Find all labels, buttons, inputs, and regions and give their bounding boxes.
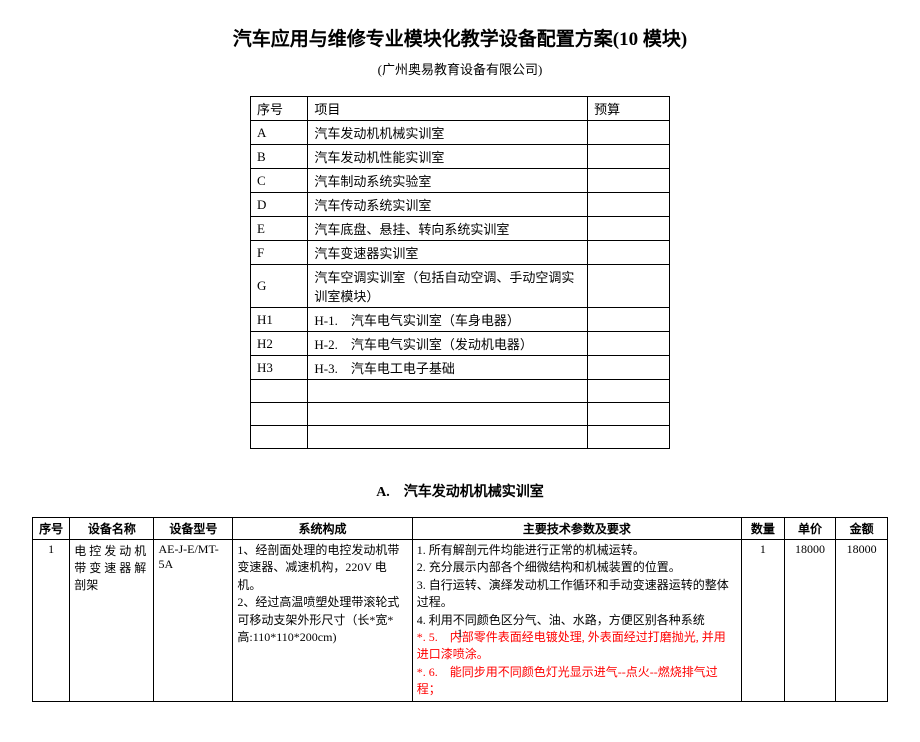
module-idx: F bbox=[251, 241, 308, 265]
detail-table: 序号 设备名称 设备型号 系统构成 主要技术参数及要求 数量 单价 金额 1 电… bbox=[32, 517, 888, 702]
module-budget bbox=[588, 193, 670, 217]
detail-header-model: 设备型号 bbox=[154, 518, 233, 540]
module-budget bbox=[588, 145, 670, 169]
module-project: 汽车发动机机械实训室 bbox=[308, 121, 588, 145]
module-row: B汽车发动机性能实训室 bbox=[251, 145, 670, 169]
module-idx: E bbox=[251, 217, 308, 241]
module-idx: C bbox=[251, 169, 308, 193]
detail-header-qty: 数量 bbox=[741, 518, 784, 540]
module-budget bbox=[588, 265, 670, 308]
module-row: F汽车变速器实训室 bbox=[251, 241, 670, 265]
modules-header-project: 项目 bbox=[308, 97, 588, 121]
module-budget bbox=[588, 217, 670, 241]
module-project: 汽车底盘、悬挂、转向系统实训室 bbox=[308, 217, 588, 241]
module-project: 汽车空调实训室（包括自动空调、手动空调实训室模块） bbox=[308, 265, 588, 308]
detail-header-name: 设备名称 bbox=[70, 518, 154, 540]
module-row: E汽车底盘、悬挂、转向系统实训室 bbox=[251, 217, 670, 241]
spec-line: *. 6. 能同步用不同颜色灯光显示进气--点火--燃烧排气过程； bbox=[417, 664, 737, 699]
detail-idx: 1 bbox=[33, 540, 70, 702]
module-budget bbox=[588, 241, 670, 265]
module-idx: A bbox=[251, 121, 308, 145]
module-idx: D bbox=[251, 193, 308, 217]
module-row: D汽车传动系统实训室 bbox=[251, 193, 670, 217]
module-row: H1H-1. 汽车电气实训室（车身电器） bbox=[251, 308, 670, 332]
module-row: H3H-3. 汽车电工电子基础 bbox=[251, 356, 670, 380]
module-project: 汽车变速器实训室 bbox=[308, 241, 588, 265]
page-title: 汽车应用与维修专业模块化教学设备配置方案(10 模块) bbox=[32, 24, 888, 51]
module-idx: G bbox=[251, 265, 308, 308]
module-row: H2H-2. 汽车电气实训室（发动机电器） bbox=[251, 332, 670, 356]
page-subtitle: (广州奥易教育设备有限公司) bbox=[32, 59, 888, 78]
module-project: H-2. 汽车电气实训室（发动机电器） bbox=[308, 332, 588, 356]
detail-price: 18000 bbox=[784, 540, 836, 702]
module-project: H-1. 汽车电气实训室（车身电器） bbox=[308, 308, 588, 332]
spec-line: 2. 充分展示内部各个细微结构和机械装置的位置。 bbox=[417, 559, 737, 576]
module-project: 汽车发动机性能实训室 bbox=[308, 145, 588, 169]
module-project: 汽车传动系统实训室 bbox=[308, 193, 588, 217]
detail-header-system: 系统构成 bbox=[233, 518, 412, 540]
module-budget bbox=[588, 308, 670, 332]
spec-line: 3. 自行运转、演绎发动机工作循环和手动变速器运转的整体过程。 bbox=[417, 577, 737, 612]
detail-row: 1 电 控 发 动 机带 变 速 器 解剖架 AE-J-E/MT-5A 1、经剖… bbox=[33, 540, 888, 702]
detail-spec: 1. 所有解剖元件均能进行正常的机械运转。2. 充分展示内部各个细微结构和机械装… bbox=[412, 540, 741, 702]
detail-header-amount: 金额 bbox=[836, 518, 888, 540]
module-budget bbox=[588, 356, 670, 380]
module-row: G汽车空调实训室（包括自动空调、手动空调实训室模块） bbox=[251, 265, 670, 308]
modules-table: 序号 项目 预算 A汽车发动机机械实训室B汽车发动机性能实训室C汽车制动系统实验… bbox=[250, 96, 670, 449]
modules-header-budget: 预算 bbox=[588, 97, 670, 121]
detail-amount: 18000 bbox=[836, 540, 888, 702]
page-number: 1 bbox=[0, 626, 920, 641]
detail-qty: 1 bbox=[741, 540, 784, 702]
system-line: 1、经剖面处理的电控发动机带变速器、减速机构，220V 电机。 bbox=[237, 542, 407, 594]
module-idx: H2 bbox=[251, 332, 308, 356]
detail-header-idx: 序号 bbox=[33, 518, 70, 540]
module-budget bbox=[588, 169, 670, 193]
section-a-title: A. 汽车发动机机械实训室 bbox=[32, 481, 888, 501]
spec-line: 1. 所有解剖元件均能进行正常的机械运转。 bbox=[417, 542, 737, 559]
module-idx: H1 bbox=[251, 308, 308, 332]
detail-system: 1、经剖面处理的电控发动机带变速器、减速机构，220V 电机。2、经过高温喷塑处… bbox=[233, 540, 412, 702]
detail-name: 电 控 发 动 机带 变 速 器 解剖架 bbox=[70, 540, 154, 702]
module-row: A汽车发动机机械实训室 bbox=[251, 121, 670, 145]
detail-header-spec: 主要技术参数及要求 bbox=[412, 518, 741, 540]
module-budget bbox=[588, 121, 670, 145]
modules-header-idx: 序号 bbox=[251, 97, 308, 121]
module-idx: H3 bbox=[251, 356, 308, 380]
module-project: 汽车制动系统实验室 bbox=[308, 169, 588, 193]
detail-header-price: 单价 bbox=[784, 518, 836, 540]
module-budget bbox=[588, 332, 670, 356]
module-project: H-3. 汽车电工电子基础 bbox=[308, 356, 588, 380]
module-row: C汽车制动系统实验室 bbox=[251, 169, 670, 193]
detail-model: AE-J-E/MT-5A bbox=[154, 540, 233, 702]
module-idx: B bbox=[251, 145, 308, 169]
